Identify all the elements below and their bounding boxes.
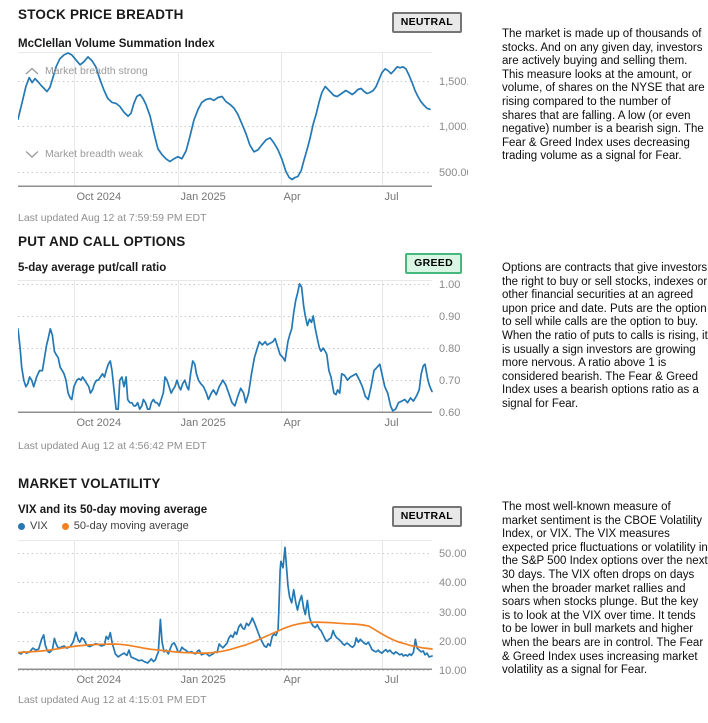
y-tick-label: 0.60 — [439, 407, 460, 419]
chart-canvas[interactable]: Oct 2024 Jan 2025 Apr Jul 1.00 0.90 0.80 0.70 0.… — [17, 279, 468, 435]
chart-canvas[interactable]: Oct 2024 Jan 2025 Apr Jul 50.00 40.00 30.00 20.… — [17, 540, 468, 692]
annotation-market-breadth-weak: Market breadth weak — [25, 148, 143, 160]
y-tick-label: 10.00 — [439, 665, 467, 677]
y-tick-label: 0.70 — [439, 375, 460, 387]
section-heading: MARKET VOLATILITY — [18, 476, 161, 491]
x-tick-label: Oct 2024 — [77, 674, 122, 686]
y-tick-label: 20.00 — [439, 636, 467, 648]
chart-title: VIX and its 50-day moving average — [18, 504, 208, 516]
annotation-label: Market breadth strong — [45, 65, 148, 77]
chart-column: 5-day average put/call ratio Oct 2024 Jan… — [17, 249, 468, 452]
section-heading: PUT AND CALL OPTIONS — [18, 234, 186, 249]
y-tick-label: 30.00 — [439, 607, 467, 619]
sentiment-badge: NEUTRAL — [391, 506, 462, 527]
legend-label: VIX — [30, 520, 48, 532]
legend-item-vix: VIX — [18, 520, 48, 532]
line-chart-svg: Oct 2024 Jan 2025 Apr Jul 1,500.00 1,000.00 50… — [17, 52, 482, 203]
x-tick-label: Apr — [284, 417, 301, 429]
legend-item-moving-average: 50-day moving average — [61, 520, 189, 532]
down-chevron-icon — [25, 151, 39, 158]
x-tick-label: Jul — [385, 191, 399, 203]
y-tick-label: 50.00 — [439, 548, 467, 560]
series-vix — [17, 546, 433, 664]
section-stock-price-breadth: STOCK PRICE BREADTH NEUTRAL McClellan Vo… — [0, 0, 708, 235]
x-tick-label: Jan 2025 — [181, 674, 226, 686]
series-50-day-moving-average — [17, 621, 433, 654]
x-tick-label: Jul — [385, 417, 399, 429]
y-tick-label: 0.90 — [439, 311, 460, 323]
y-tick-label: 1,500.00 — [439, 76, 468, 88]
y-tick-label: 40.00 — [439, 577, 467, 589]
last-updated: Last updated Aug 12 at 4:56:42 PM EDT — [18, 440, 207, 452]
x-tick-label: Apr — [284, 191, 301, 203]
chart-column: McClellan Volume Summation Index Oct 202… — [17, 22, 482, 224]
series-mcclellan-volume-summation-index — [17, 52, 431, 181]
x-tick-label: Jan 2025 — [181, 191, 226, 203]
chart-title: 5-day average put/call ratio — [18, 262, 167, 274]
annotation-market-breadth-strong: Market breadth strong — [25, 65, 148, 77]
line-chart-svg: Oct 2024 Jan 2025 Apr Jul 1.00 0.90 0.80 0.70 0.… — [17, 279, 460, 429]
section-description: The most well-known measure of market se… — [502, 501, 708, 677]
section-description: Options are contracts that give investor… — [502, 262, 708, 410]
x-tick-label: Jul — [385, 674, 399, 686]
series-5-day-average-put-call-ratio — [17, 283, 433, 412]
sentiment-badge: NEUTRAL — [391, 12, 462, 33]
legend-label: 50-day moving average — [73, 520, 189, 532]
moving-average-series-dot-icon — [61, 522, 69, 530]
section-description: The market is made up of thousands of st… — [502, 28, 705, 163]
x-tick-label: Apr — [284, 674, 301, 686]
annotation-label: Market breadth weak — [45, 148, 144, 160]
y-tick-label: 1.00 — [439, 280, 460, 291]
chart-legend: VIX 50-day moving average — [18, 520, 468, 532]
last-updated: Last updated Aug 12 at 4:15:01 PM EDT — [18, 694, 207, 706]
vix-series-dot-icon — [18, 522, 25, 530]
x-tick-label: Jan 2025 — [181, 417, 226, 429]
sentiment-badge: GREED — [405, 253, 462, 274]
line-chart-svg: Oct 2024 Jan 2025 Apr Jul 50.00 40.00 30.00 20.… — [17, 540, 467, 686]
y-tick-label: 1,000.00 — [439, 121, 468, 133]
x-tick-label: Oct 2024 — [77, 191, 122, 203]
y-tick-label: 0.80 — [439, 343, 460, 355]
chart-canvas[interactable]: Oct 2024 Jan 2025 Apr Jul 1,500.00 1,000.00 50… — [17, 52, 482, 209]
section-market-volatility: MARKET VOLATILITY NEUTRAL VIX and its 50… — [0, 477, 708, 706]
chart-title: McClellan Volume Summation Index — [18, 38, 215, 50]
last-updated: Last updated Aug 12 at 7:59:59 PM EDT — [18, 212, 207, 224]
section-heading: STOCK PRICE BREADTH — [18, 7, 184, 22]
up-chevron-icon — [25, 67, 39, 75]
section-put-and-call-options: PUT AND CALL OPTIONS GREED 5-day average… — [0, 235, 708, 477]
chart-column: VIX and its 50-day moving average VIX 50… — [17, 491, 468, 706]
x-tick-label: Oct 2024 — [77, 417, 122, 429]
y-tick-label: 500.00 — [439, 167, 468, 179]
